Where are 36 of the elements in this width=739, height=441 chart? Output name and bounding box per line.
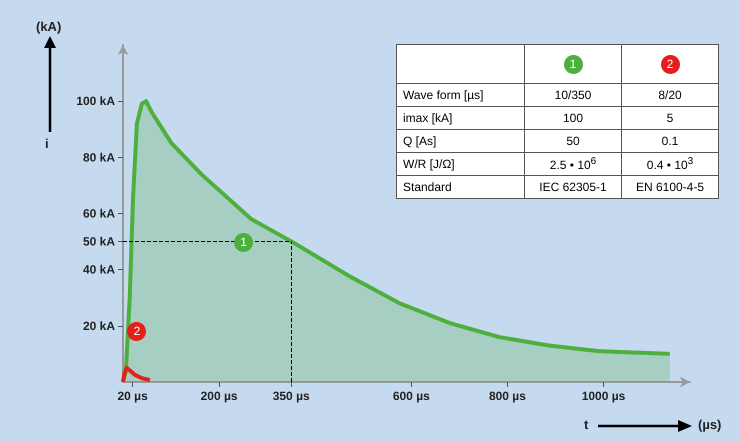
annotation: IEC 62305-1 xyxy=(524,176,622,198)
text: i xyxy=(45,136,49,151)
annotation: 50 xyxy=(524,130,622,152)
annotation: W/R [J/Ω] xyxy=(396,152,524,176)
y-tick-label: 40 kA xyxy=(82,262,116,277)
annotation: Standard xyxy=(396,176,524,198)
annotation: EN 6100-4-5 xyxy=(622,176,718,198)
annotation: 2.5 • 10$^{6}$ xyxy=(524,152,622,176)
line-series xyxy=(121,366,152,384)
text: 2 xyxy=(127,322,146,342)
x-tick-label: 200 µs xyxy=(200,389,238,403)
y-tick-label: 20 kA xyxy=(82,318,116,333)
annotation: 8/20 xyxy=(622,84,718,106)
annotation: 10/350 xyxy=(524,84,622,106)
x-tick-label: 20 µs xyxy=(117,389,148,403)
annotation: 5 xyxy=(622,106,718,130)
y-tick-label: 60 kA xyxy=(82,206,116,220)
x-tick-label: 800 µs xyxy=(488,389,526,403)
annotation: 100 xyxy=(524,106,622,130)
y-tick-label: 50 kA xyxy=(82,234,116,249)
y-tick-label: 80 kA xyxy=(82,150,116,164)
x-tick-label: 1000 µs xyxy=(582,389,626,403)
x-tick-label: 350 µs xyxy=(272,389,310,403)
x-tick-label: 600 µs xyxy=(392,389,430,403)
text: 1 xyxy=(570,56,576,70)
annotation: 0.4 • 10$^{3}$ xyxy=(622,152,718,176)
text: t xyxy=(584,417,588,432)
annotation: Q [As] xyxy=(396,130,524,152)
text: 2 xyxy=(666,56,674,70)
series-label: 1 xyxy=(234,232,254,252)
annotation: 0.1 xyxy=(622,130,718,152)
x-axis-title: (µs) xyxy=(698,417,722,432)
y-axis-title: (kA) xyxy=(36,19,62,34)
annotation: Wave form [µs] xyxy=(396,84,524,106)
annotation: imax [kA] xyxy=(396,106,524,130)
y-tick-label: 100 kA xyxy=(76,94,116,108)
